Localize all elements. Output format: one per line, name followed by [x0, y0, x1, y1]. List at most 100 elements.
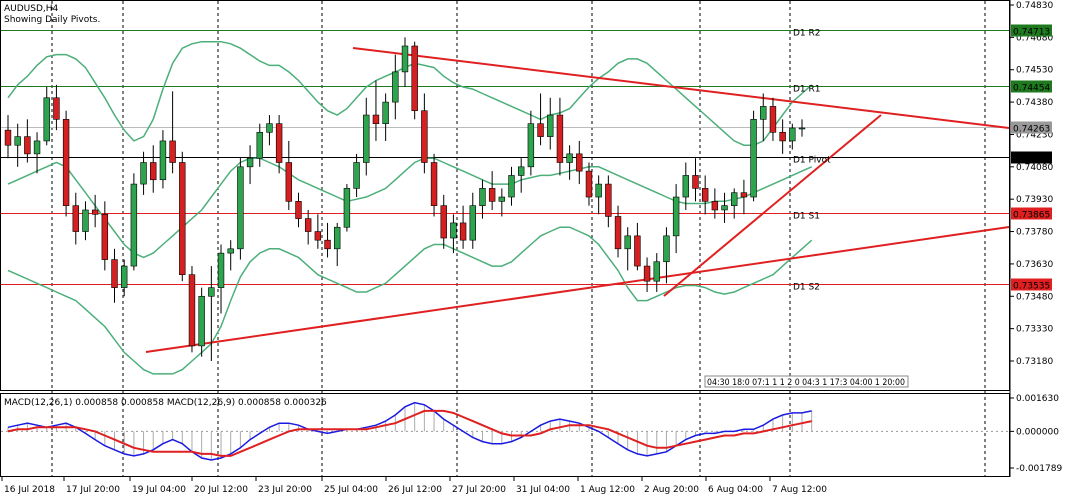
candle [585, 162, 593, 206]
candle [566, 145, 573, 180]
candle [256, 123, 263, 167]
time-axis: 16 Jul 2018 17 Jul 20:00 19 Jul 04:00 20 Ju… [1, 477, 827, 495]
macd-signal-line [7, 409, 812, 457]
candle [140, 151, 147, 195]
candle [779, 119, 786, 154]
time-tick: 25 Jul 04:00 [321, 477, 378, 495]
time-tick: 16 Jul 2018 [1, 477, 55, 495]
price-tick: 0.74830 [1010, 1, 1053, 11]
candle [275, 115, 283, 174]
candle [430, 153, 438, 217]
candle [508, 166, 515, 206]
candle [789, 123, 796, 150]
time-tick: 19 Jul 04:00 [129, 477, 186, 495]
candle [304, 209, 312, 245]
pivot-lines [1, 30, 1009, 285]
time-tick: 6 Aug 04:00 [705, 477, 763, 495]
candlesticks [4, 37, 806, 361]
trend-lines [145, 47, 1010, 353]
main-chart-frame [0, 0, 1010, 391]
time-label: 25 Jul 04:00 [324, 485, 378, 495]
candle [111, 248, 118, 303]
trendline-rising [663, 114, 882, 297]
candle [692, 158, 699, 202]
candle [701, 175, 709, 215]
macd-tick: 0.000000 [1010, 427, 1059, 437]
candle [624, 227, 631, 271]
time-label: 27 Jul 20:00 [452, 485, 506, 495]
candle [750, 110, 757, 202]
candle [682, 162, 690, 210]
time-tick: 7 Aug 12:00 [769, 477, 827, 495]
candle [634, 222, 641, 271]
candle [760, 93, 767, 141]
pivot-name: D1 R1 [793, 85, 821, 95]
candle [537, 93, 544, 146]
candle [459, 205, 467, 249]
candle [382, 93, 389, 141]
candle [246, 145, 254, 185]
candle [731, 188, 738, 219]
candle [188, 266, 196, 353]
candle [498, 188, 506, 217]
time-label: 6 Aug 04:00 [708, 485, 763, 495]
price-tick: 0.74230 [1010, 130, 1053, 140]
svg-text:0.73865: 0.73865 [1013, 211, 1050, 221]
price-tick-label: 0.73180 [1016, 357, 1053, 367]
candle [179, 151, 186, 282]
price-tags: 0.74713 0.74454 0.74124 0.73865 0.73535 0.742… [1011, 24, 1052, 292]
candle [324, 222, 331, 258]
time-label: 23 Jul 20:00 [258, 485, 312, 495]
time-label: 19 Jul 04:00 [132, 485, 186, 495]
pivot-price-tag: 0.74454 [1011, 80, 1052, 94]
time-tick: 17 Jul 20:00 [63, 477, 120, 495]
trendline-lower [145, 226, 1010, 353]
candle [159, 130, 167, 189]
pivot-labels: D1 R2 D1 R1 D1 Pivot D1 S1 D1 S2 [793, 29, 831, 293]
pivot-price-tag: 0.74713 [1011, 24, 1052, 38]
price-tick-label: 0.74230 [1016, 130, 1053, 140]
candle [576, 140, 583, 185]
price-tick-label: 0.73930 [1016, 195, 1053, 205]
chart-subtitle: Showing Daily Pivots. [4, 15, 100, 25]
candle [488, 171, 496, 210]
time-label: 16 Jul 2018 [4, 485, 55, 495]
candle [411, 41, 418, 120]
pivot-price-tag: 0.74124 [1011, 151, 1052, 165]
candle [672, 184, 680, 254]
candle [314, 214, 322, 249]
candle [421, 93, 428, 174]
price-tick: 0.73930 [1010, 195, 1053, 205]
candle [53, 84, 60, 131]
candle [392, 54, 399, 120]
price-tick: 0.74380 [1010, 98, 1053, 108]
candle [353, 153, 360, 198]
pivot-name: D1 Pivot [793, 156, 831, 166]
price-tick: 0.73330 [1010, 325, 1053, 335]
macd-label: MACD(12,26,1) 0.000858 0.000858 MACD(12,… [4, 398, 327, 408]
price-axis: 0.74830 0.74680 0.74530 0.74380 0.74230 0.740… [1010, 1, 1053, 367]
svg-text:0.74124: 0.74124 [1013, 155, 1050, 165]
candle [527, 110, 535, 176]
time-box [704, 375, 909, 388]
price-tick-label: 0.73630 [1016, 260, 1053, 270]
candle [208, 266, 215, 361]
candle [798, 119, 806, 137]
candle [663, 227, 670, 284]
candle [72, 192, 79, 245]
candle [130, 173, 138, 271]
price-tick: 0.74080 [1010, 163, 1053, 173]
vertical-grid [51, 1, 986, 476]
time-tick: 1 Aug 12:00 [577, 477, 635, 495]
candle [4, 115, 12, 159]
time-tick: 27 Jul 20:00 [449, 477, 506, 495]
svg-text:0.74263: 0.74263 [1013, 125, 1050, 135]
candle [363, 97, 370, 176]
candle [33, 132, 41, 174]
pivot-name: D1 S1 [793, 212, 820, 222]
macd-tick: -0.001789 [1010, 464, 1062, 474]
chart-symbol: AUDUSD,H4 [4, 4, 59, 14]
pivot-name: D1 S2 [793, 283, 820, 293]
candle [285, 140, 293, 210]
band-lower [7, 226, 813, 375]
